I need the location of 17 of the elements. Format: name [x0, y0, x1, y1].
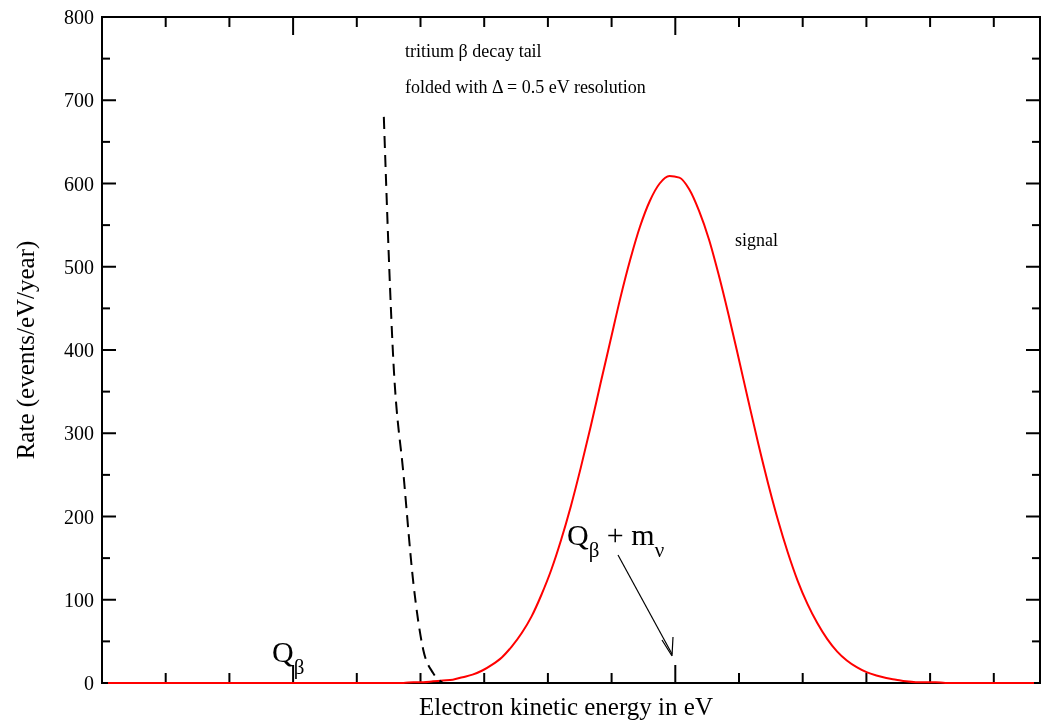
y-tick-label: 600 — [64, 172, 94, 195]
y-tick-label: 100 — [64, 588, 94, 611]
x-axis-title: Electron kinetic energy in eV — [419, 693, 713, 720]
annotation: tritium β decay tail — [405, 41, 542, 61]
y-tick-label: 200 — [64, 505, 94, 528]
series-label: signal — [735, 230, 778, 250]
y-tick-label: 700 — [64, 89, 94, 112]
y-tick-label: 300 — [64, 422, 94, 445]
y-axis-title: Rate (events/eV/year) — [12, 240, 40, 460]
annotation: Q$_{β}$ + m$_{ν}$ — [567, 518, 665, 562]
y-tick-label: 800 — [64, 6, 94, 28]
annotation: Q$_{β}$ — [272, 635, 305, 679]
annotation: folded with Δ = 0.5 eV resolution — [405, 77, 646, 97]
y-tick-label: 0 — [84, 672, 94, 694]
y-tick-label: 400 — [64, 339, 94, 361]
y-tick-label: 500 — [64, 255, 94, 278]
line-series — [107, 175, 1035, 684]
